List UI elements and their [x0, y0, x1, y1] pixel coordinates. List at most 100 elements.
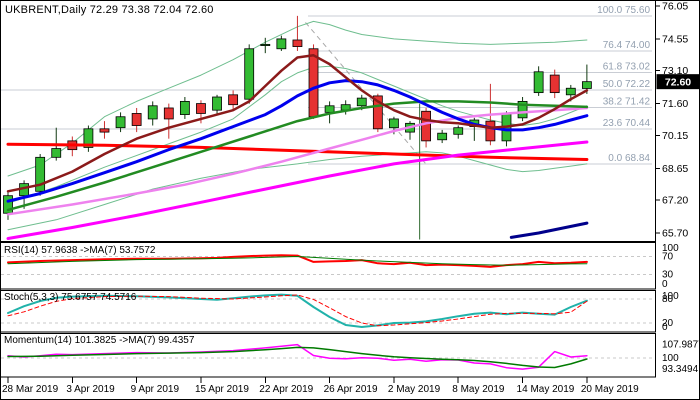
date-label: 9 Apr 2019	[131, 384, 180, 395]
price-tick-label: 67.20	[662, 195, 688, 207]
price-tick-label: 68.65	[662, 163, 688, 175]
candle-body-bullish	[389, 118, 399, 129]
momentum-panel-label: Momentum(14) 101.3825 ->MA(7) 99.4357	[4, 335, 195, 346]
candle	[228, 90, 239, 111]
candle-body-bearish	[163, 107, 174, 120]
envelope-upper-band	[7, 20, 588, 177]
candle	[276, 35, 287, 51]
ma-navy	[509, 221, 589, 239]
candle-body-bullish	[517, 100, 528, 119]
candle	[533, 66, 544, 96]
date-label: 8 May 2019	[452, 384, 505, 395]
candle-body-bullish	[147, 105, 158, 120]
candle-body-bullish	[453, 127, 464, 135]
stoch-d-line	[7, 294, 588, 327]
ma-flat-red	[6, 142, 589, 161]
moving-averages	[6, 54, 589, 240]
candle-body-bearish	[421, 110, 431, 142]
ma-slow-green	[6, 100, 589, 212]
rsi-axis-label: 30	[662, 270, 674, 281]
candle-body-bearish	[308, 48, 319, 118]
candle	[292, 15, 303, 51]
price-tick-label: 70.15	[662, 130, 688, 142]
date-axis: 28 Mar 2019 3 Apr 2019 9 Apr 2019 15 Apr 20…	[2, 377, 639, 395]
momentum-ma-line	[7, 346, 588, 369]
stoch-k-line	[7, 293, 588, 328]
candle	[131, 107, 142, 133]
candle	[437, 129, 448, 144]
candle	[421, 107, 431, 148]
candle	[163, 103, 174, 139]
fib-level-label: 100.0 75.60	[597, 5, 650, 16]
fib-level-label: 0.0 68.84	[608, 153, 650, 164]
candle-body-bullish	[276, 38, 287, 50]
fib-level-label: 23.6 70.44	[603, 118, 651, 129]
current-price-tag	[656, 74, 700, 90]
candle-body-bullish	[260, 43, 271, 46]
candle	[549, 69, 560, 99]
candle-body-bullish	[83, 128, 94, 148]
candle-body-bearish	[372, 95, 383, 130]
candle-body-bullish	[244, 48, 255, 100]
date-label: 20 May 2019	[581, 384, 639, 395]
candle	[99, 121, 110, 139]
envelope-lower-band	[7, 151, 588, 231]
fib-level-label: 76.4 74.00	[603, 40, 651, 51]
candle-body-bearish	[549, 74, 560, 94]
candle	[244, 44, 255, 104]
fib-level-label: 50.0 72.22	[603, 79, 651, 90]
candle-body-bullish	[581, 81, 592, 89]
candle	[517, 97, 528, 122]
current-price-label: 72.60	[665, 77, 691, 89]
candle-body-bullish	[51, 148, 62, 158]
momentum-line	[7, 343, 588, 370]
candle-body-bullish	[179, 100, 190, 115]
ma-blue	[6, 79, 589, 203]
candle-body-bearish	[228, 94, 239, 106]
candle	[212, 94, 222, 115]
date-label: 14 May 2019	[517, 384, 575, 395]
date-label: 3 Apr 2019	[66, 384, 115, 395]
candle	[179, 97, 190, 119]
price-axis: 76.0574.5573.1071.6070.1568.6567.2065.70…	[656, 1, 700, 239]
momentum-axis-label: 100	[662, 353, 679, 364]
price-tick-label: 74.55	[662, 33, 688, 45]
ma-magenta	[6, 140, 589, 240]
candle-body-bullish	[324, 105, 335, 113]
candle-body-bullish	[115, 116, 126, 129]
price-tick-label: 76.05	[662, 1, 688, 13]
candle-body-bullish	[35, 156, 46, 192]
ma-fast-maroon	[6, 54, 589, 193]
candle-body-bearish	[292, 39, 303, 47]
rsi-axis-label: 100	[662, 243, 679, 254]
stoch-axis-label: 20	[662, 318, 674, 329]
fib-level-label: 38.2 71.42	[603, 97, 651, 108]
chart-title: UKBRENT,Daily 72.29 73.38 72.04 72.60	[5, 4, 214, 16]
stoch-axis-label: 100	[662, 291, 679, 302]
rsi-ma-line	[7, 256, 588, 266]
candle	[453, 125, 464, 139]
candle-body-bullish	[437, 132, 448, 141]
stoch-axis-label: 80	[662, 294, 674, 305]
date-label: 26 Apr 2019	[324, 384, 378, 395]
rsi-axis-label: 70	[662, 252, 674, 263]
date-label: 22 Apr 2019	[259, 384, 313, 395]
candle	[581, 64, 592, 94]
rsi-axis-label: 0	[662, 279, 668, 290]
candle	[260, 37, 271, 54]
price-tick-label: 71.60	[662, 98, 688, 110]
ma-violet	[6, 106, 589, 216]
candle-body-bullish	[356, 97, 367, 107]
candle	[35, 154, 46, 196]
date-label: 28 Mar 2019	[2, 384, 59, 395]
candle-body-bullish	[533, 71, 544, 94]
candle-body-bullish	[212, 96, 222, 111]
candle-body-bearish	[485, 120, 496, 142]
stoch-panel-label: Stoch(5,3,3) 75.6757 74.5716	[4, 292, 137, 303]
stoch-axis-label: 0	[662, 322, 668, 333]
fibonacci-levels: 100.0 75.60 76.4 74.00 61.8 73.02 50.0 72.2…	[308, 5, 652, 165]
candle	[147, 101, 158, 126]
rsi-panel-label: RSI(14) 57.9638 ->MA(7) 53.7572	[4, 245, 156, 256]
